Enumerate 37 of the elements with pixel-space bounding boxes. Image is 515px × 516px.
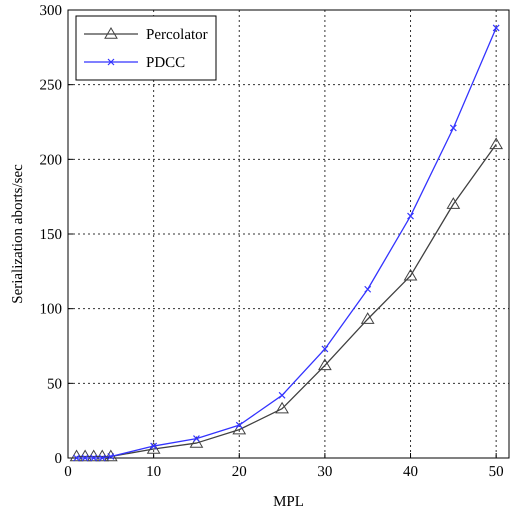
point: [406, 212, 414, 220]
y-tick-label: 100: [40, 302, 62, 318]
point: [78, 450, 92, 462]
point: [147, 442, 160, 454]
point: [96, 450, 109, 462]
point: [450, 124, 457, 132]
x-tick-label: 50: [488, 464, 504, 480]
y-tick-label: 50: [47, 376, 62, 392]
point: [364, 286, 372, 293]
x-tick-label: 30: [317, 464, 332, 480]
point: [190, 436, 203, 448]
point: [70, 450, 84, 462]
point: [87, 450, 100, 462]
y-tick-label: 250: [40, 78, 62, 94]
y-tick-label: 200: [40, 152, 62, 168]
point: [278, 392, 286, 399]
point: [404, 269, 418, 281]
legend-label: Percolator: [146, 27, 208, 43]
legend-label: PDCC: [146, 55, 186, 71]
point: [104, 450, 118, 462]
x-tick-label: 20: [232, 464, 247, 480]
y-tick-label: 0: [54, 451, 62, 467]
point: [321, 345, 328, 353]
x-tick-label: 0: [64, 464, 72, 480]
point: [492, 24, 500, 32]
point: [318, 358, 332, 370]
point: [232, 423, 246, 434]
y-tick-label: 300: [40, 3, 62, 19]
x-tick-label: 10: [146, 464, 162, 480]
point: [490, 138, 503, 150]
point: [276, 402, 289, 414]
x-axis-title: MPL: [273, 494, 304, 510]
point: [361, 312, 374, 324]
y-tick-label: 150: [40, 227, 62, 243]
y-axis-title: Serialization aborts/sec: [10, 164, 26, 304]
x-tick-label: 40: [403, 464, 418, 480]
point: [446, 198, 460, 209]
